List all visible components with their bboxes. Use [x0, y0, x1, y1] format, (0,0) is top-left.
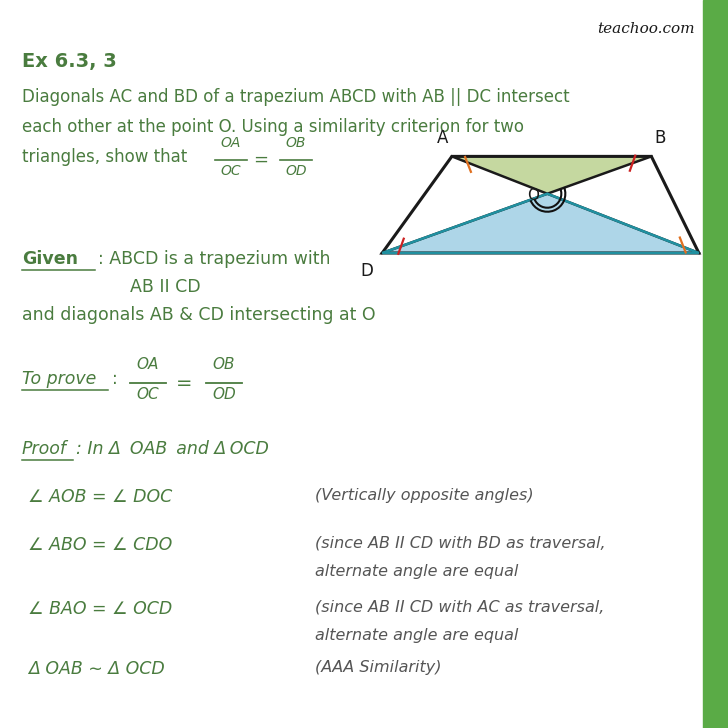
Text: : ABCD is a trapezium with: : ABCD is a trapezium with — [98, 250, 331, 268]
Text: OA: OA — [137, 357, 159, 372]
Text: Ex 6.3, 3: Ex 6.3, 3 — [22, 52, 116, 71]
Text: D: D — [360, 262, 373, 280]
Text: : In Δ  OAB  and Δ OCD: : In Δ OAB and Δ OCD — [76, 440, 269, 458]
Text: C: C — [708, 262, 719, 280]
Text: OB: OB — [286, 136, 306, 150]
Text: triangles, show that: triangles, show that — [22, 148, 192, 166]
Text: Proof: Proof — [22, 440, 67, 458]
Text: Δ OAB ∼ Δ OCD: Δ OAB ∼ Δ OCD — [28, 660, 165, 678]
Text: ∠ AOB = ∠ DOC: ∠ AOB = ∠ DOC — [28, 488, 173, 506]
Text: each other at the point O. Using a similarity criterion for two: each other at the point O. Using a simil… — [22, 118, 524, 136]
Text: OC: OC — [137, 387, 159, 402]
Text: ∠ BAO = ∠ OCD: ∠ BAO = ∠ OCD — [28, 600, 173, 618]
Text: =: = — [253, 151, 269, 169]
Text: OA: OA — [221, 136, 241, 150]
Text: B: B — [654, 130, 666, 147]
Text: teachoo.com: teachoo.com — [598, 22, 695, 36]
Bar — [703, 0, 728, 728]
Polygon shape — [452, 157, 652, 194]
Text: =: = — [175, 373, 192, 392]
Text: (since AB II CD with AC as traversal,: (since AB II CD with AC as traversal, — [315, 600, 604, 615]
Text: (AAA Similarity): (AAA Similarity) — [315, 660, 441, 675]
Polygon shape — [382, 194, 699, 253]
Text: A: A — [438, 130, 448, 147]
Text: OD: OD — [285, 164, 306, 178]
Text: :: : — [112, 370, 118, 388]
Text: OB: OB — [213, 357, 235, 372]
Text: O: O — [527, 189, 539, 203]
Text: and diagonals AB & CD intersecting at O: and diagonals AB & CD intersecting at O — [22, 306, 376, 324]
Text: AB II CD: AB II CD — [130, 278, 201, 296]
Text: Diagonals AC and BD of a trapezium ABCD with AB || DC intersect: Diagonals AC and BD of a trapezium ABCD … — [22, 88, 569, 106]
Text: Given: Given — [22, 250, 78, 268]
Text: To prove: To prove — [22, 370, 96, 388]
Text: alternate angle are equal: alternate angle are equal — [315, 628, 518, 643]
Text: ∠ ABO = ∠ CDO: ∠ ABO = ∠ CDO — [28, 536, 173, 554]
Text: OD: OD — [212, 387, 236, 402]
Text: alternate angle are equal: alternate angle are equal — [315, 564, 518, 579]
Text: OC: OC — [221, 164, 241, 178]
Text: (since AB II CD with BD as traversal,: (since AB II CD with BD as traversal, — [315, 536, 606, 551]
Text: (Vertically opposite angles): (Vertically opposite angles) — [315, 488, 534, 503]
